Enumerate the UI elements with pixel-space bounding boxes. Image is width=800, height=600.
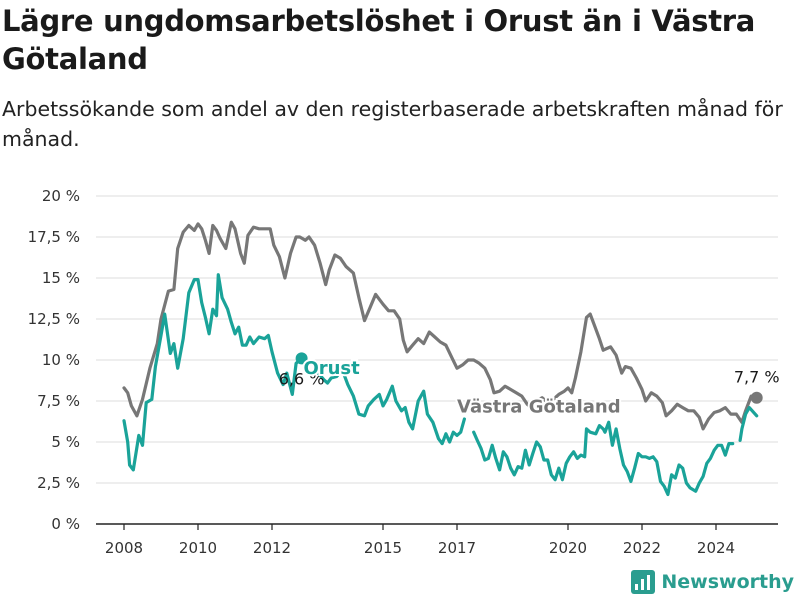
x-tick-label: 2024 bbox=[697, 539, 735, 557]
end-point-marker bbox=[750, 391, 763, 404]
y-tick-label: 10 % bbox=[42, 351, 80, 369]
y-tick-label: 20 % bbox=[42, 187, 80, 205]
y-tick-label: 2,5 % bbox=[37, 474, 80, 492]
series-line-orust bbox=[122, 273, 304, 472]
series-lines bbox=[122, 220, 763, 497]
y-axis-ticks: 0 % 2,5 % 5 % 7,5 % 10 % 12,5 % 15 % 17,5 % 20 % bbox=[28, 187, 80, 533]
brand-logo: Newsworthy bbox=[631, 570, 794, 594]
chart-title: Lägre ungdomsarbetslöshet i Orust än i V… bbox=[2, 4, 756, 76]
bar-chart-icon bbox=[631, 570, 656, 594]
x-tick-label: 2012 bbox=[253, 539, 291, 557]
brand-name: Newsworthy bbox=[661, 571, 794, 593]
x-tick-label: 2020 bbox=[549, 539, 587, 557]
x-tick-label: 2017 bbox=[438, 539, 476, 557]
x-tick-label: 2008 bbox=[105, 539, 143, 557]
series-labels: 7,7 % 6,6 %Orust Västra Götaland bbox=[279, 356, 780, 420]
end-value-label: 6,6 % bbox=[279, 369, 325, 388]
grid-lines bbox=[96, 195, 778, 525]
x-tick-label: 2015 bbox=[364, 539, 402, 557]
series-line-orust bbox=[738, 406, 759, 442]
y-tick-label: 15 % bbox=[42, 269, 80, 287]
series-line-orust bbox=[472, 420, 735, 497]
x-tick-label: 2010 bbox=[179, 539, 217, 557]
series-line-vastra-gotaland bbox=[122, 220, 759, 431]
y-tick-label: 0 % bbox=[51, 515, 80, 533]
y-tick-label: 7,5 % bbox=[37, 392, 80, 410]
y-tick-label: 17,5 % bbox=[28, 228, 80, 246]
series-label: Västra Götaland bbox=[457, 396, 621, 417]
x-axis-ticks: 2008 2010 2012 2015 2017 2020 2022 2024 bbox=[105, 524, 735, 557]
x-tick-label: 2022 bbox=[623, 539, 661, 557]
chart-subtitle: Arbetssökande som andel av den registerb… bbox=[2, 97, 783, 151]
series-label: Orust bbox=[303, 358, 360, 379]
series-line-orust bbox=[316, 368, 466, 446]
y-tick-label: 5 % bbox=[51, 433, 80, 451]
end-value-label: 7,7 % bbox=[734, 368, 780, 387]
end-point-marker bbox=[295, 352, 308, 365]
y-tick-label: 12,5 % bbox=[28, 310, 80, 328]
